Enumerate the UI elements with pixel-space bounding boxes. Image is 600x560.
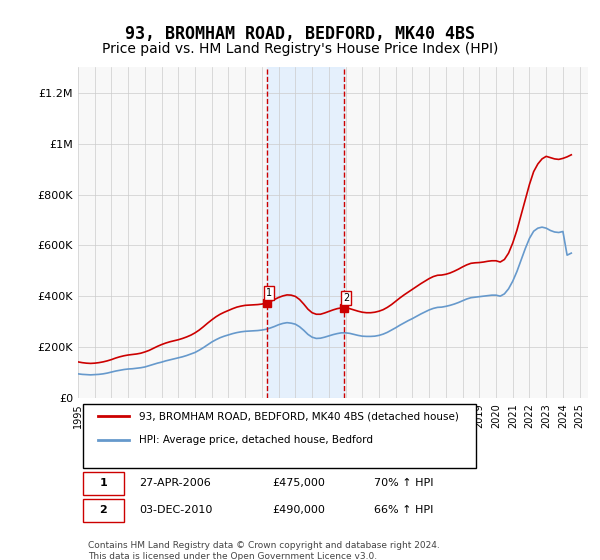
FancyBboxPatch shape [83, 499, 124, 522]
Text: 27-APR-2006: 27-APR-2006 [139, 478, 211, 488]
Text: Price paid vs. HM Land Registry's House Price Index (HPI): Price paid vs. HM Land Registry's House … [102, 42, 498, 56]
Text: £475,000: £475,000 [272, 478, 325, 488]
Text: 2: 2 [343, 293, 349, 303]
Text: £490,000: £490,000 [272, 505, 325, 515]
Text: HPI: Average price, detached house, Bedford: HPI: Average price, detached house, Bedf… [139, 436, 373, 445]
Text: 93, BROMHAM ROAD, BEDFORD, MK40 4BS (detached house): 93, BROMHAM ROAD, BEDFORD, MK40 4BS (det… [139, 412, 459, 421]
FancyBboxPatch shape [83, 404, 476, 468]
FancyBboxPatch shape [83, 472, 124, 494]
Text: 66% ↑ HPI: 66% ↑ HPI [374, 505, 433, 515]
Text: 70% ↑ HPI: 70% ↑ HPI [374, 478, 433, 488]
Bar [267, 67, 344, 398]
Text: 1: 1 [266, 288, 272, 298]
Text: 93, BROMHAM ROAD, BEDFORD, MK40 4BS: 93, BROMHAM ROAD, BEDFORD, MK40 4BS [125, 25, 475, 43]
Text: 03-DEC-2010: 03-DEC-2010 [139, 505, 212, 515]
Text: 1: 1 [100, 478, 107, 488]
Text: Contains HM Land Registry data © Crown copyright and database right 2024.
This d: Contains HM Land Registry data © Crown c… [88, 542, 440, 560]
Text: 2: 2 [100, 505, 107, 515]
